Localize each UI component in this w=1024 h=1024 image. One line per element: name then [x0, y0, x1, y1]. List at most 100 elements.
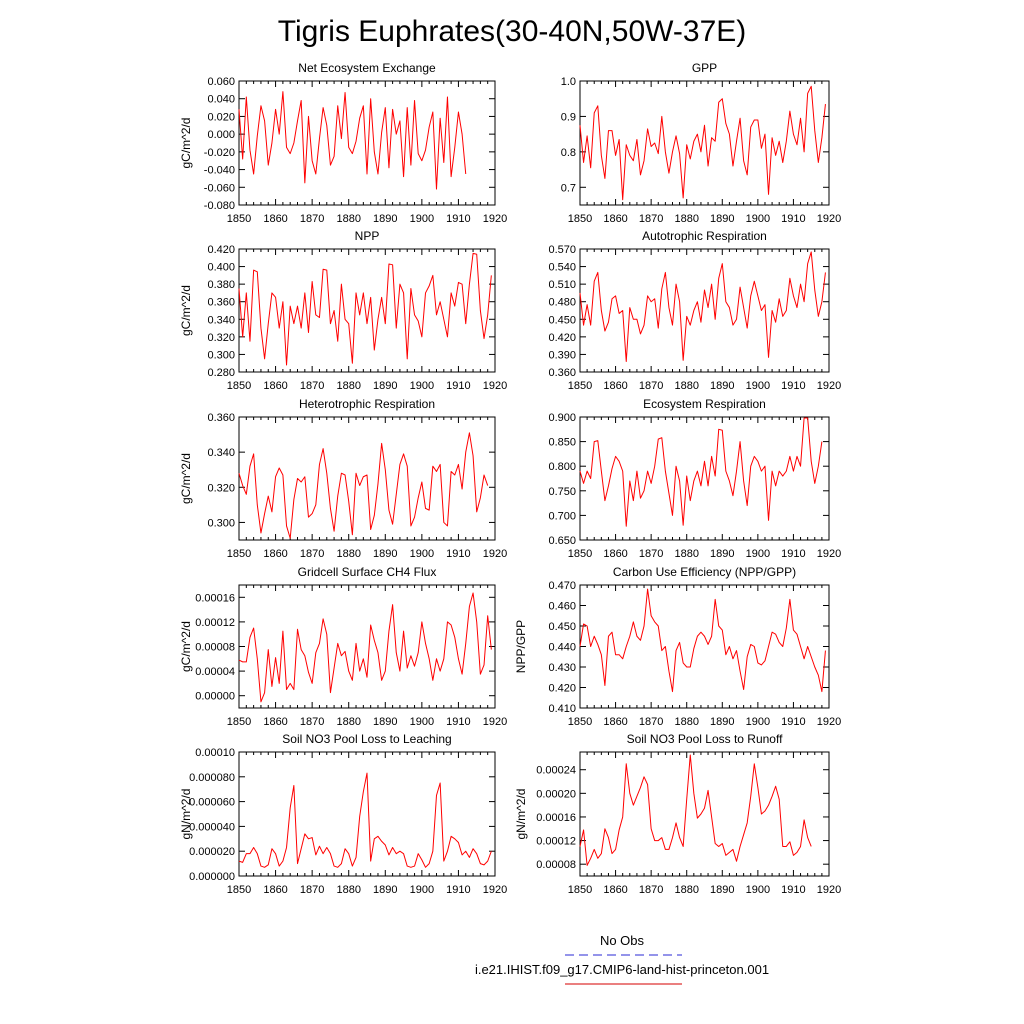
y-tick-label: 0.040 [207, 94, 235, 106]
x-tick-label: 1870 [300, 548, 324, 560]
y-tick-label: 0.420 [207, 244, 235, 256]
panel-title: Ecosystem Respiration [643, 397, 766, 411]
x-tick-label: 1910 [446, 380, 470, 392]
y-tick-label: 0.510 [548, 279, 576, 291]
series-line [579, 85, 826, 201]
x-tick-label: 1900 [746, 716, 770, 728]
x-tick-label: 1880 [674, 548, 698, 560]
y-tick-label: 0.360 [548, 367, 576, 379]
y-tick-label: 0.320 [207, 332, 235, 344]
x-tick-label: 1880 [674, 380, 698, 392]
y-tick-label: -0.080 [204, 200, 235, 212]
y-tick-label: 0.280 [207, 367, 235, 379]
x-tick-label: 1860 [603, 716, 627, 728]
y-axis-label: gC/m^2/d [179, 453, 193, 504]
y-tick-label: -0.040 [204, 165, 235, 177]
x-tick-label: 1900 [410, 716, 434, 728]
plot-frame [579, 751, 830, 877]
x-tick-label: 1890 [710, 884, 734, 896]
x-tick-label: 1870 [639, 884, 663, 896]
panel-title: GPP [692, 61, 717, 75]
y-axis-label: gC/m^2/d [179, 285, 193, 336]
y-tick-label: 0.570 [548, 244, 576, 256]
y-tick-label: 0.320 [207, 482, 235, 494]
y-tick-label: 0.700 [548, 510, 576, 522]
x-tick-label: 1910 [781, 716, 805, 728]
x-tick-label: 1870 [639, 548, 663, 560]
y-tick-label: 0.430 [548, 662, 576, 674]
panel-title: Gridcell Surface CH4 Flux [298, 565, 437, 579]
x-tick-label: 1900 [746, 213, 770, 225]
x-tick-label: 1850 [568, 380, 592, 392]
legend: No Obs i.e21.IHIST.f09_g17.CMIP6-land-hi… [475, 933, 769, 985]
x-tick-label: 1890 [710, 380, 734, 392]
y-axis-label: NPP/GPP [514, 620, 528, 673]
y-tick-label: 0.470 [548, 580, 576, 592]
panel-title: Carbon Use Efficiency (NPP/GPP) [613, 565, 796, 579]
x-tick-label: 1900 [746, 884, 770, 896]
x-tick-label: 1880 [674, 884, 698, 896]
x-tick-label: 1920 [483, 884, 507, 896]
y-tick-label: 0.00016 [195, 592, 235, 604]
panel-title: Heterotrophic Respiration [299, 397, 435, 411]
x-tick-label: 1860 [603, 548, 627, 560]
y-tick-label: 0.440 [548, 642, 576, 654]
plot-frame [238, 80, 496, 206]
x-tick-label: 1870 [639, 716, 663, 728]
y-tick-label: 0.450 [548, 621, 576, 633]
panel-leaching: Soil NO3 Pool Loss to Leaching gN/m^2/d 18… [179, 732, 507, 896]
y-tick-label: 0.360 [207, 412, 235, 424]
y-tick-label: -0.060 [204, 182, 235, 194]
x-tick-label: 1910 [446, 213, 470, 225]
x-tick-label: 1870 [300, 380, 324, 392]
y-tick-label: 0.000000 [189, 871, 235, 883]
plot-frame [238, 416, 496, 541]
y-tick-label: 0.7 [561, 182, 576, 194]
legend-label-no-obs: No Obs [600, 933, 645, 948]
y-tick-label: 0.00012 [195, 617, 235, 629]
y-tick-label: 0.000060 [189, 797, 235, 809]
x-tick-label: 1870 [300, 884, 324, 896]
y-tick-label: 0.850 [548, 437, 576, 449]
y-tick-label: 0.420 [548, 332, 576, 344]
y-tick-label: 0.020 [207, 111, 235, 123]
x-tick-label: 1920 [483, 213, 507, 225]
x-tick-label: 1880 [336, 380, 360, 392]
x-tick-label: 1920 [483, 380, 507, 392]
x-tick-label: 1900 [746, 380, 770, 392]
x-tick-label: 1920 [817, 716, 841, 728]
plot-frame [579, 80, 830, 206]
x-tick-label: 1890 [373, 213, 397, 225]
plot-frame [579, 584, 830, 709]
x-tick-label: 1890 [710, 548, 734, 560]
x-tick-label: 1880 [674, 213, 698, 225]
y-tick-label: 0.8 [561, 147, 576, 159]
y-tick-label: 0.750 [548, 486, 576, 498]
y-tick-label: 1.0 [561, 76, 576, 88]
y-tick-label: 0.300 [207, 349, 235, 361]
y-tick-label: 0.00008 [536, 859, 576, 871]
x-tick-label: 1860 [603, 380, 627, 392]
y-tick-label: 0.00020 [536, 788, 576, 800]
plot-frame [238, 248, 496, 373]
x-tick-label: 1910 [446, 548, 470, 560]
x-tick-label: 1860 [263, 716, 287, 728]
panel-title: Net Ecosystem Exchange [298, 61, 436, 75]
x-tick-label: 1850 [227, 884, 251, 896]
x-tick-label: 1920 [817, 884, 841, 896]
y-axis-label: gC/m^2/d [179, 118, 193, 169]
x-tick-label: 1900 [410, 548, 434, 560]
x-tick-label: 1910 [446, 716, 470, 728]
plot-frame [579, 248, 830, 373]
series-line [579, 754, 812, 866]
panel-ar: Autotrophic Respiration 1850 1860 1870 1880 1… [548, 229, 841, 392]
plot-frame [579, 416, 830, 541]
y-tick-label: 0.060 [207, 76, 235, 88]
x-tick-label: 1860 [263, 380, 287, 392]
x-tick-label: 1880 [336, 548, 360, 560]
y-tick-label: 0.00024 [536, 765, 576, 777]
y-tick-label: -0.020 [204, 147, 235, 159]
x-tick-label: 1850 [568, 716, 592, 728]
x-tick-label: 1920 [483, 548, 507, 560]
